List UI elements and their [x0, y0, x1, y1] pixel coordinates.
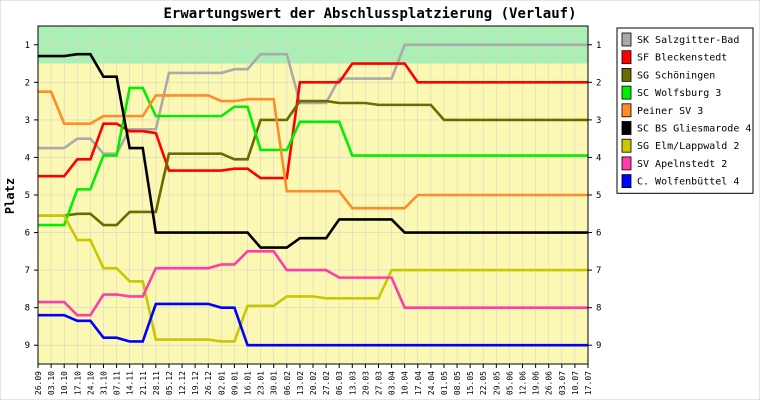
x-tick-label: 02.01 — [217, 371, 226, 395]
x-tick-label: 20.03 — [361, 371, 370, 395]
x-tick-label: 17.04 — [414, 371, 423, 395]
series-line-0 — [38, 43, 588, 155]
legend-box — [616, 27, 754, 194]
x-tick-label: 03.04 — [388, 371, 397, 395]
x-tick-label: 27.02 — [322, 371, 331, 395]
x-tick-label: 12.06 — [519, 371, 528, 395]
series-line-1 — [38, 62, 588, 180]
y-tick-label: 6 — [25, 229, 30, 239]
legend-label-7: SV Apelnstedt 2 — [637, 159, 727, 170]
x-tick-label: 12.12 — [178, 371, 187, 395]
x-tick-label: 08.05 — [453, 371, 462, 395]
legend-label-1: SF Bleckenstedt — [637, 53, 727, 64]
y-tick-label-right: 2 — [596, 78, 601, 88]
x-tick-label: 13.02 — [296, 371, 305, 395]
series-line-2 — [38, 99, 588, 227]
x-tick-label: 26.06 — [545, 371, 554, 395]
x-tick-label: 21.11 — [139, 371, 148, 395]
chart-title: Erwartungswert der Abschlussplatzierung … — [163, 6, 576, 22]
x-tick-label: 22.05 — [479, 371, 488, 395]
legend-swatch-2 — [621, 68, 632, 82]
x-tick-label: 17.07 — [584, 371, 593, 395]
legend: SK Salzgitter-Bad SF Bleckenstedt SG Schön… — [616, 27, 754, 194]
y-tick-label: 8 — [25, 304, 30, 314]
legend-swatch-4 — [621, 103, 632, 118]
legend-label-3: SC Wolfsburg 3 — [637, 88, 721, 99]
x-tick-label: 26.09 — [34, 371, 43, 395]
legend-swatch-3 — [621, 85, 632, 100]
x-tick-label: 03.07 — [558, 371, 567, 395]
y-tick-label: 2 — [25, 78, 30, 88]
legend-label-4: Peiner SV 3 — [637, 106, 703, 117]
x-tick-label: 23.01 — [257, 371, 266, 395]
x-tick-label: 24.04 — [427, 371, 436, 395]
legend-label-2: SG Schöningen — [637, 70, 715, 81]
axes: 1 1 2 2 3 3 4 4 5 5 6 6 7 7 8 8 9 9 26.09 03.10 10.10 17.10 24… — [25, 25, 601, 395]
series-line-8 — [38, 302, 588, 347]
y-tick-label: 3 — [25, 116, 30, 126]
x-tick-label: 05.06 — [505, 371, 514, 395]
legend-swatch-7 — [621, 156, 632, 171]
x-tick-label: 27.03 — [374, 371, 383, 395]
y-tick-label-right: 7 — [596, 266, 601, 276]
series-line-7 — [38, 250, 588, 317]
series-line-3 — [38, 86, 588, 227]
legend-label-5: SC BS Gliesmarode 4 — [637, 124, 751, 135]
y-tick-label-right: 8 — [596, 304, 601, 314]
x-tick-label: 06.02 — [283, 371, 292, 395]
x-tick-label: 07.11 — [113, 371, 122, 395]
legend-swatch-1 — [621, 50, 632, 65]
x-tick-label: 28.11 — [152, 371, 161, 395]
y-axis-label: Platz — [3, 178, 17, 214]
x-tick-label: 19.12 — [191, 371, 200, 395]
y-tick-label-right: 1 — [596, 41, 601, 51]
x-tick-label: 24.10 — [86, 371, 95, 395]
x-tick-label: 10.10 — [60, 371, 69, 395]
series-line-4 — [38, 90, 588, 210]
legend-label-0: SK Salzgitter-Bad — [637, 35, 739, 46]
x-tick-label: 14.11 — [126, 371, 135, 395]
y-tick-label: 4 — [25, 153, 30, 163]
y-tick-label: 1 — [25, 41, 30, 51]
x-tick-label: 15.05 — [466, 371, 475, 395]
x-tick-label: 16.01 — [244, 371, 253, 395]
x-tick-label: 05.12 — [165, 371, 174, 395]
y-tick-label-right: 6 — [596, 229, 601, 239]
y-tick-label: 5 — [25, 191, 30, 201]
y-tick-label-right: 3 — [596, 116, 601, 126]
series-line-6 — [38, 214, 588, 343]
series-lines — [38, 43, 588, 347]
x-tick-label: 10.07 — [571, 371, 580, 395]
x-tick-label: 01.05 — [440, 371, 449, 395]
x-tick-label: 09.01 — [230, 371, 239, 395]
x-tick-label: 17.10 — [73, 371, 82, 395]
y-tick-label: 9 — [25, 341, 30, 351]
x-tick-label: 03.10 — [47, 371, 56, 395]
x-tick-label: 26.12 — [204, 371, 213, 395]
x-tick-label: 29.05 — [492, 371, 501, 395]
x-tick-label: 13.03 — [348, 371, 357, 395]
x-tick-label: 06.03 — [335, 371, 344, 395]
legend-swatch-5 — [621, 121, 632, 135]
y-tick-label: 7 — [25, 266, 30, 276]
x-tick-label: 30.01 — [270, 371, 279, 395]
legend-swatch-0 — [621, 32, 632, 47]
x-tick-label: 10.04 — [401, 371, 410, 395]
legend-label-6: SG Elm/Lappwald 2 — [637, 141, 739, 152]
y-tick-label-right: 9 — [596, 341, 601, 351]
x-tick-label: 19.06 — [532, 371, 541, 395]
x-tick-label: 31.10 — [99, 371, 108, 395]
legend-swatch-8 — [621, 174, 632, 189]
legend-label-8: C. Wolfenbüttel 4 — [637, 177, 739, 188]
y-tick-label-right: 5 — [596, 191, 601, 201]
legend-swatch-6 — [621, 138, 632, 153]
x-tick-label: 20.02 — [309, 371, 318, 395]
y-tick-label-right: 4 — [596, 153, 601, 163]
series-line-5 — [38, 52, 588, 249]
